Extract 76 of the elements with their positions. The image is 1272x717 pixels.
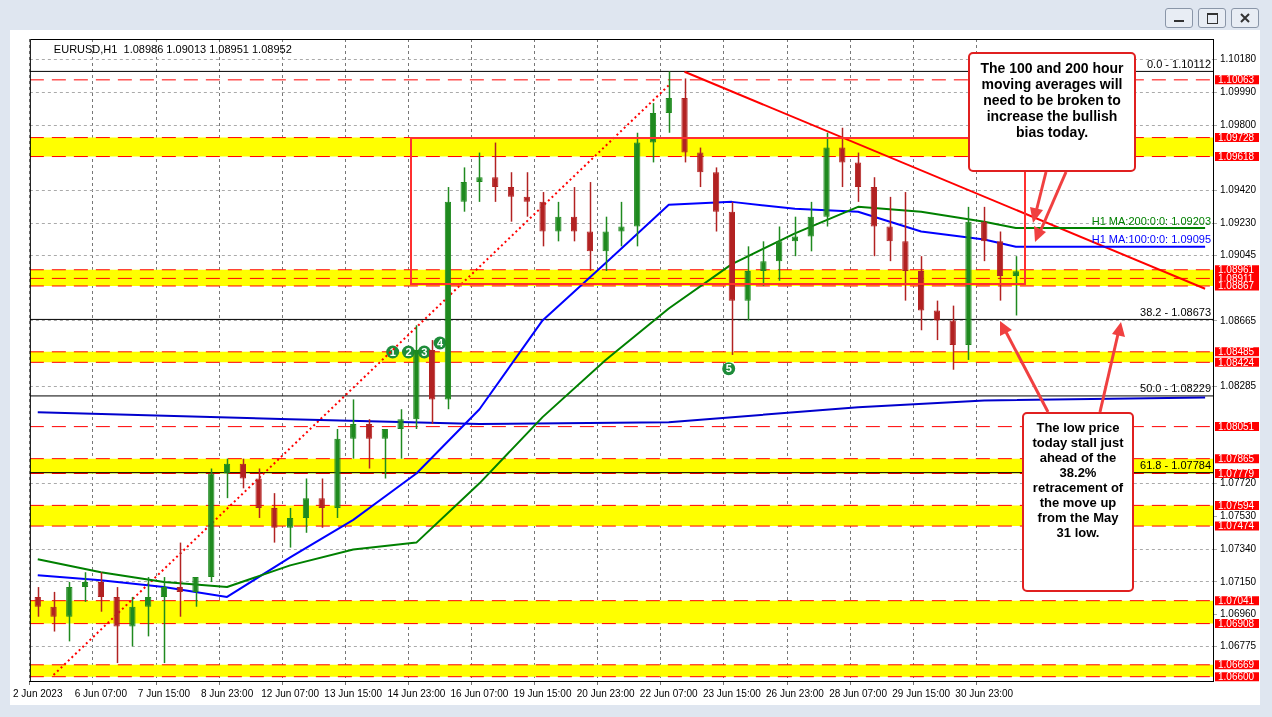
candlestick xyxy=(965,206,972,361)
candlestick xyxy=(271,492,278,544)
x-tick-label: 12 Jun 07:00 xyxy=(261,687,320,699)
ref-line-label: 1.07779 xyxy=(1218,467,1255,479)
y-tick-label: 1.06960 xyxy=(1220,608,1257,620)
y-tick-label: 1.08665 xyxy=(1220,314,1257,326)
annotation: 2 xyxy=(405,345,412,358)
y-tick-label: 1.10180 xyxy=(1220,53,1257,65)
ref-line-label: 1.06600 xyxy=(1218,670,1255,682)
annotation: 1 xyxy=(389,345,396,358)
candlestick xyxy=(476,151,483,203)
y-tick-label: 1.08285 xyxy=(1220,380,1257,392)
callout-box: The low price today stall just ahead of the 38.2% retracement of the move up from the May 31 low. xyxy=(1022,412,1134,592)
series-label: H1 MA:200:0:0: 1.09203 xyxy=(1091,214,1211,227)
candlestick xyxy=(902,191,909,302)
y-tick-label: 1.09990 xyxy=(1220,86,1257,98)
candlestick xyxy=(618,201,625,248)
annotation: 0.0 - 1.10112 xyxy=(1146,57,1211,70)
x-tick-label: 23 Jun 15:00 xyxy=(702,687,762,699)
candlestick xyxy=(760,240,767,287)
y-tick-label: 1.09420 xyxy=(1220,184,1257,196)
ref-line-label: 1.07474 xyxy=(1218,520,1255,532)
candlestick xyxy=(129,596,136,648)
ref-line-label: 1.08424 xyxy=(1218,356,1255,368)
callout-box: The 100 and 200 hour moving averages will need to be broken to increase the bullish bias today. xyxy=(968,52,1136,172)
annotation: 4 xyxy=(436,336,444,349)
candlestick xyxy=(255,467,262,519)
y-tick-label: 1.06775 xyxy=(1220,640,1257,652)
x-tick-label: 2 Jun 2023 xyxy=(13,687,63,699)
x-tick-label: 26 Jun 23:00 xyxy=(766,687,825,699)
y-tick-label: 1.07530 xyxy=(1220,510,1257,522)
x-tick-label: 19 Jun 15:00 xyxy=(513,687,572,699)
chart-title: EURUSD,H1 1.08986 1.09013 1.08951 1.08952 xyxy=(53,42,292,55)
x-tick-label: 28 Jun 07:00 xyxy=(829,687,888,699)
x-tick-label: 20 Jun 23:00 xyxy=(576,687,636,699)
ref-line-label: 1.07594 xyxy=(1218,499,1255,511)
x-tick-label: 7 Jun 15:00 xyxy=(137,687,191,699)
ref-line-label: 1.06669 xyxy=(1218,659,1255,671)
annotation: 3 xyxy=(421,345,428,358)
candlestick xyxy=(823,132,830,228)
series-label: H1 MA:100:0:0: 1.09095 xyxy=(1091,233,1211,246)
ref-line-label: 1.09728 xyxy=(1218,131,1255,143)
ref-line-label: 1.09618 xyxy=(1218,150,1255,162)
ref-line-label: 1.08051 xyxy=(1218,420,1255,432)
candlestick xyxy=(334,428,341,519)
y-tick-label: 1.09045 xyxy=(1220,249,1257,261)
x-tick-label: 13 Jun 15:00 xyxy=(324,687,383,699)
y-tick-label: 1.07720 xyxy=(1220,477,1257,489)
candlestick xyxy=(681,77,688,164)
candlestick xyxy=(192,576,199,608)
x-tick-label: 29 Jun 15:00 xyxy=(892,687,951,699)
y-tick-label: 1.09800 xyxy=(1220,118,1257,130)
x-tick-label: 16 Jun 07:00 xyxy=(450,687,509,699)
y-tick-label: 1.09230 xyxy=(1220,217,1257,229)
ref-line-label: 1.07041 xyxy=(1218,594,1255,606)
x-tick-label: 14 Jun 23:00 xyxy=(387,687,446,699)
x-tick-label: 6 Jun 07:00 xyxy=(74,687,128,699)
candlestick xyxy=(397,408,404,460)
candlestick xyxy=(413,324,420,430)
x-tick-label: 22 Jun 07:00 xyxy=(639,687,699,699)
annotation: 61.8 - 1.07784 xyxy=(1140,459,1211,472)
candlestick xyxy=(539,191,546,248)
y-tick-label: 1.07150 xyxy=(1220,575,1257,587)
ref-line-label: 1.08485 xyxy=(1218,346,1255,358)
ref-line-label: 1.06908 xyxy=(1218,617,1255,629)
candlestick xyxy=(50,591,57,633)
annotation: 38.2 - 1.08673 xyxy=(1140,305,1211,318)
annotation: 5 xyxy=(725,362,732,375)
x-tick-label: 30 Jun 23:00 xyxy=(955,687,1014,699)
y-tick-label: 1.07340 xyxy=(1220,542,1257,554)
ref-line-label: 1.10063 xyxy=(1218,74,1255,86)
x-tick-label: 8 Jun 23:00 xyxy=(200,687,254,699)
annotation: 50.0 - 1.08229 xyxy=(1140,382,1211,395)
ref-line-label: 1.08961 xyxy=(1218,264,1255,276)
candlestick xyxy=(113,586,120,664)
ref-line-label: 1.07865 xyxy=(1218,452,1255,464)
